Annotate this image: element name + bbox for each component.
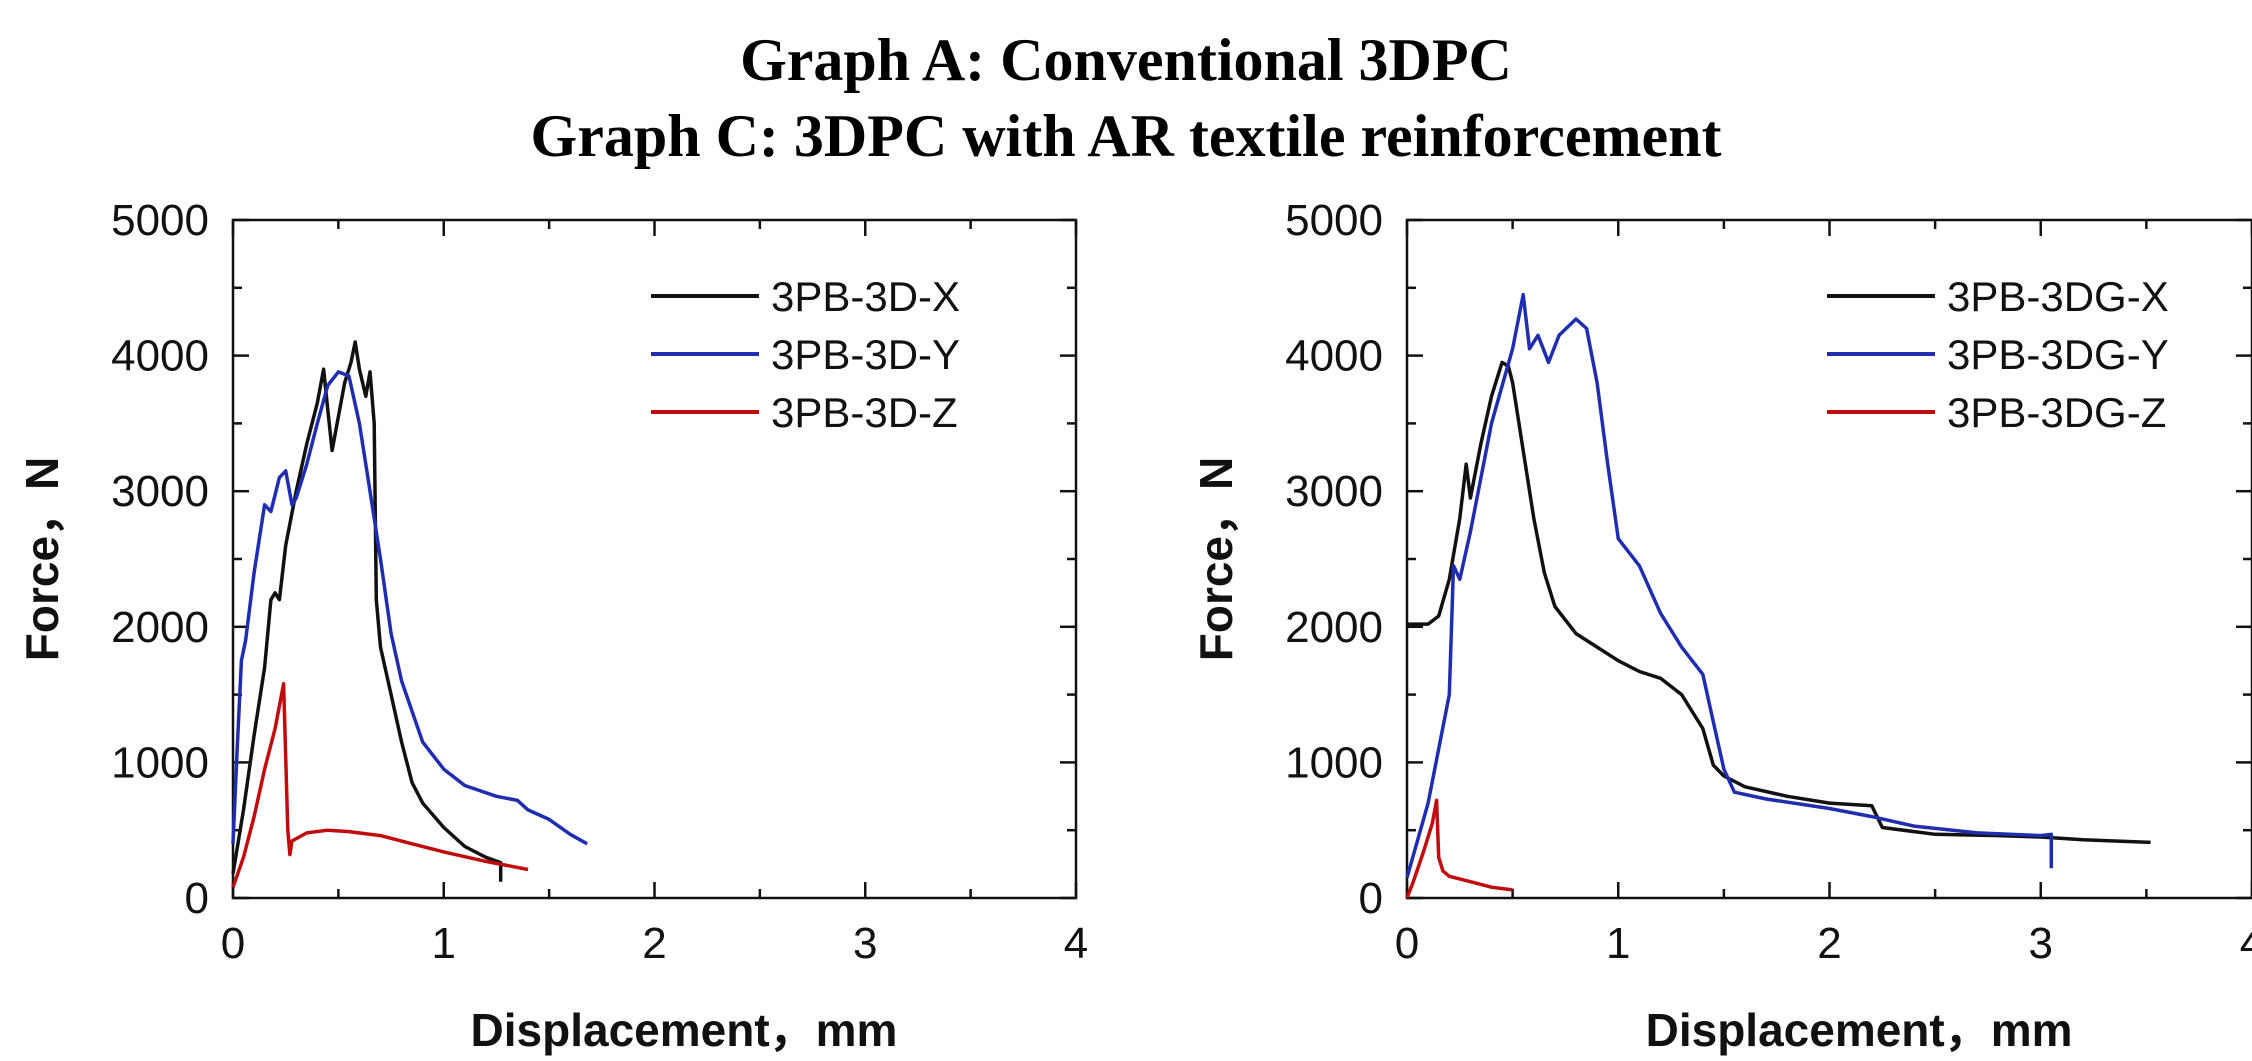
chart-title-line-1: Graph A: Conventional 3DPC	[740, 27, 1512, 93]
x-tick-label: 0	[221, 919, 245, 968]
series-line-3pb-3d-y	[231, 370, 588, 846]
y-tick-label: 4000	[111, 332, 209, 381]
legend-label: 3PB-3D-X	[771, 273, 960, 320]
x-axis-title: Displacement，mm	[1646, 1004, 2073, 1056]
y-tick-label: 1000	[111, 738, 209, 787]
x-tick-label: 0	[1395, 919, 1419, 968]
y-tick-label: 2000	[1285, 603, 1383, 652]
y-tick-label: 2000	[111, 603, 209, 652]
series-line-3pb-3dg-x	[1407, 360, 2151, 845]
y-tick-label: 3000	[111, 467, 209, 516]
legend-label: 3PB-3D-Z	[771, 389, 958, 436]
x-tick-label: 4	[2240, 919, 2252, 968]
x-tick-label: 1	[432, 919, 456, 968]
y-tick-label: 3000	[1285, 467, 1383, 516]
y-tick-label: 5000	[1285, 196, 1383, 245]
chart-title-block: Graph A: Conventional 3DPC Graph C: 3DPC…	[0, 22, 2252, 174]
x-tick-label: 2	[1817, 919, 1841, 968]
series-line-3pb-3dg-z	[1405, 798, 1513, 899]
legend-label: 3PB-3DG-Z	[1947, 389, 2166, 436]
y-axis-title: Force，N	[16, 457, 68, 661]
y-tick-label: 1000	[1285, 738, 1383, 787]
chart-title-line-2: Graph C: 3DPC with AR textile reinforcem…	[530, 103, 1722, 169]
legend-label: 3PB-3DG-X	[1947, 273, 2169, 320]
legend-label: 3PB-3DG-Y	[1947, 331, 2169, 378]
series-line-3pb-3dg-y	[1405, 292, 2054, 879]
chart-1: 0 1 2 3 4 0 1000 2000 3000 4000 5000 Displacement，m…	[16, 196, 1088, 1056]
y-tick-label: 4000	[1285, 332, 1383, 381]
chart-2: 0 1 2 3 4 0 1000 2000 3000 4000 5000 Displacement，m…	[1190, 196, 2252, 1056]
x-tick-label: 3	[2029, 919, 2053, 968]
x-axis-title: Displacement，mm	[471, 1004, 898, 1056]
x-tick-label: 4	[1064, 919, 1088, 968]
legend-label: 3PB-3D-Y	[771, 331, 960, 378]
y-tick-label: 0	[185, 874, 209, 923]
x-tick-label: 1	[1606, 919, 1630, 968]
y-tick-label: 0	[1359, 874, 1383, 923]
plot-frame	[231, 218, 1078, 900]
series-line-3pb-3d-x	[231, 340, 503, 882]
plot-frame	[1405, 218, 2252, 900]
y-axis-title: Force，N	[1190, 457, 1242, 661]
x-tick-label: 3	[853, 919, 877, 968]
x-tick-label: 2	[642, 919, 666, 968]
y-tick-label: 5000	[111, 196, 209, 245]
series-line-3pb-3d-z	[231, 682, 529, 888]
